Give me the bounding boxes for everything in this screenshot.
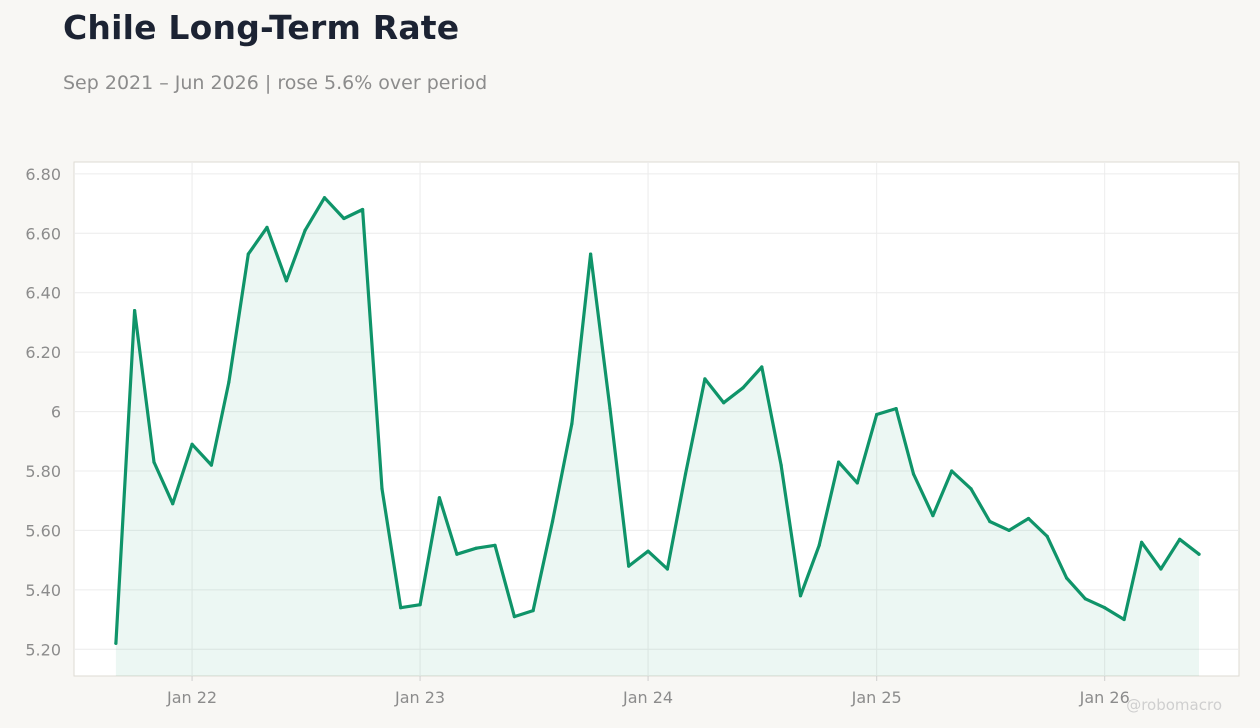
data-point xyxy=(894,407,898,411)
data-point xyxy=(1026,516,1031,521)
data-point xyxy=(550,519,555,524)
data-point xyxy=(1159,567,1163,571)
data-point xyxy=(589,252,593,256)
data-point xyxy=(665,567,670,571)
data-point xyxy=(608,407,612,411)
data-point xyxy=(418,603,422,607)
data-point xyxy=(437,496,441,500)
data-point xyxy=(855,481,859,485)
x-tick-label: Jan 24 xyxy=(622,688,673,707)
data-point xyxy=(303,228,307,232)
data-point xyxy=(133,309,137,313)
area-fill-layer xyxy=(115,197,1199,676)
data-point xyxy=(246,252,250,256)
data-point xyxy=(265,225,269,229)
data-point xyxy=(190,442,194,446)
series-line xyxy=(114,196,1201,645)
x-tick-label: Jan 25 xyxy=(851,688,902,707)
data-point xyxy=(512,615,517,619)
data-point xyxy=(1103,606,1107,610)
data-point xyxy=(931,514,935,518)
data-point xyxy=(1178,537,1182,541)
data-point xyxy=(1083,597,1087,601)
data-points-layer xyxy=(114,196,1201,645)
data-point xyxy=(798,594,803,598)
y-tick-label: 5.20 xyxy=(25,640,61,659)
y-tick-label: 6.80 xyxy=(25,165,61,184)
data-point xyxy=(703,377,707,381)
data-point xyxy=(988,519,992,524)
data-point xyxy=(722,401,726,405)
data-point xyxy=(1065,576,1069,580)
data-point xyxy=(1045,534,1049,539)
y-tick-label: 6 xyxy=(51,403,61,422)
data-point xyxy=(399,606,403,610)
data-point xyxy=(493,543,497,547)
data-point xyxy=(741,386,745,390)
y-tick-label: 6.60 xyxy=(25,224,61,243)
data-point xyxy=(760,365,764,369)
data-point xyxy=(911,472,916,476)
data-point xyxy=(950,469,954,473)
y-tick-label: 5.40 xyxy=(25,581,61,600)
data-point xyxy=(361,207,365,212)
data-point xyxy=(969,487,973,491)
data-point xyxy=(837,460,841,464)
data-point xyxy=(1007,528,1011,533)
data-point xyxy=(342,216,346,221)
data-point xyxy=(1140,540,1144,544)
area-fill xyxy=(115,197,1199,676)
chart-subtitle: Sep 2021 – Jun 2026 | rose 5.6% over per… xyxy=(63,72,488,94)
data-point xyxy=(227,380,231,384)
y-tick-label: 6.20 xyxy=(25,343,61,362)
data-point xyxy=(209,463,213,467)
data-point xyxy=(646,549,650,553)
data-point xyxy=(683,472,688,476)
chart-title: Chile Long-Term Rate xyxy=(63,8,460,47)
data-point xyxy=(531,609,535,613)
data-point xyxy=(284,279,288,283)
data-point xyxy=(817,543,821,547)
y-tick-label: 5.80 xyxy=(25,462,61,481)
data-point xyxy=(779,463,783,467)
watermark: @robomacro xyxy=(1126,696,1222,714)
x-axis: Jan 22 Jan 23 Jan 24 Jan 25 Jan 26 xyxy=(166,676,1130,707)
series-line-layer xyxy=(114,196,1201,645)
data-point xyxy=(875,412,879,417)
grid-lines xyxy=(74,162,1239,676)
data-point xyxy=(152,460,156,464)
data-point xyxy=(380,487,384,491)
data-point xyxy=(1122,617,1126,622)
x-tick-label: Jan 23 xyxy=(394,688,445,707)
y-tick-label: 6.40 xyxy=(25,284,61,303)
data-point xyxy=(322,196,327,200)
x-tick-label: Jan 26 xyxy=(1079,688,1130,707)
data-point xyxy=(570,421,574,426)
data-point xyxy=(1197,552,1201,556)
data-point xyxy=(627,564,631,568)
data-point xyxy=(114,641,118,645)
y-axis: 5.20 5.40 5.60 5.80 6 6.20 6.40 6.60 6.80 xyxy=(25,165,61,659)
data-point xyxy=(474,546,478,550)
y-tick-label: 5.60 xyxy=(25,521,61,540)
x-tick-label: Jan 22 xyxy=(166,688,217,707)
data-point xyxy=(171,502,175,506)
data-point xyxy=(455,552,459,556)
